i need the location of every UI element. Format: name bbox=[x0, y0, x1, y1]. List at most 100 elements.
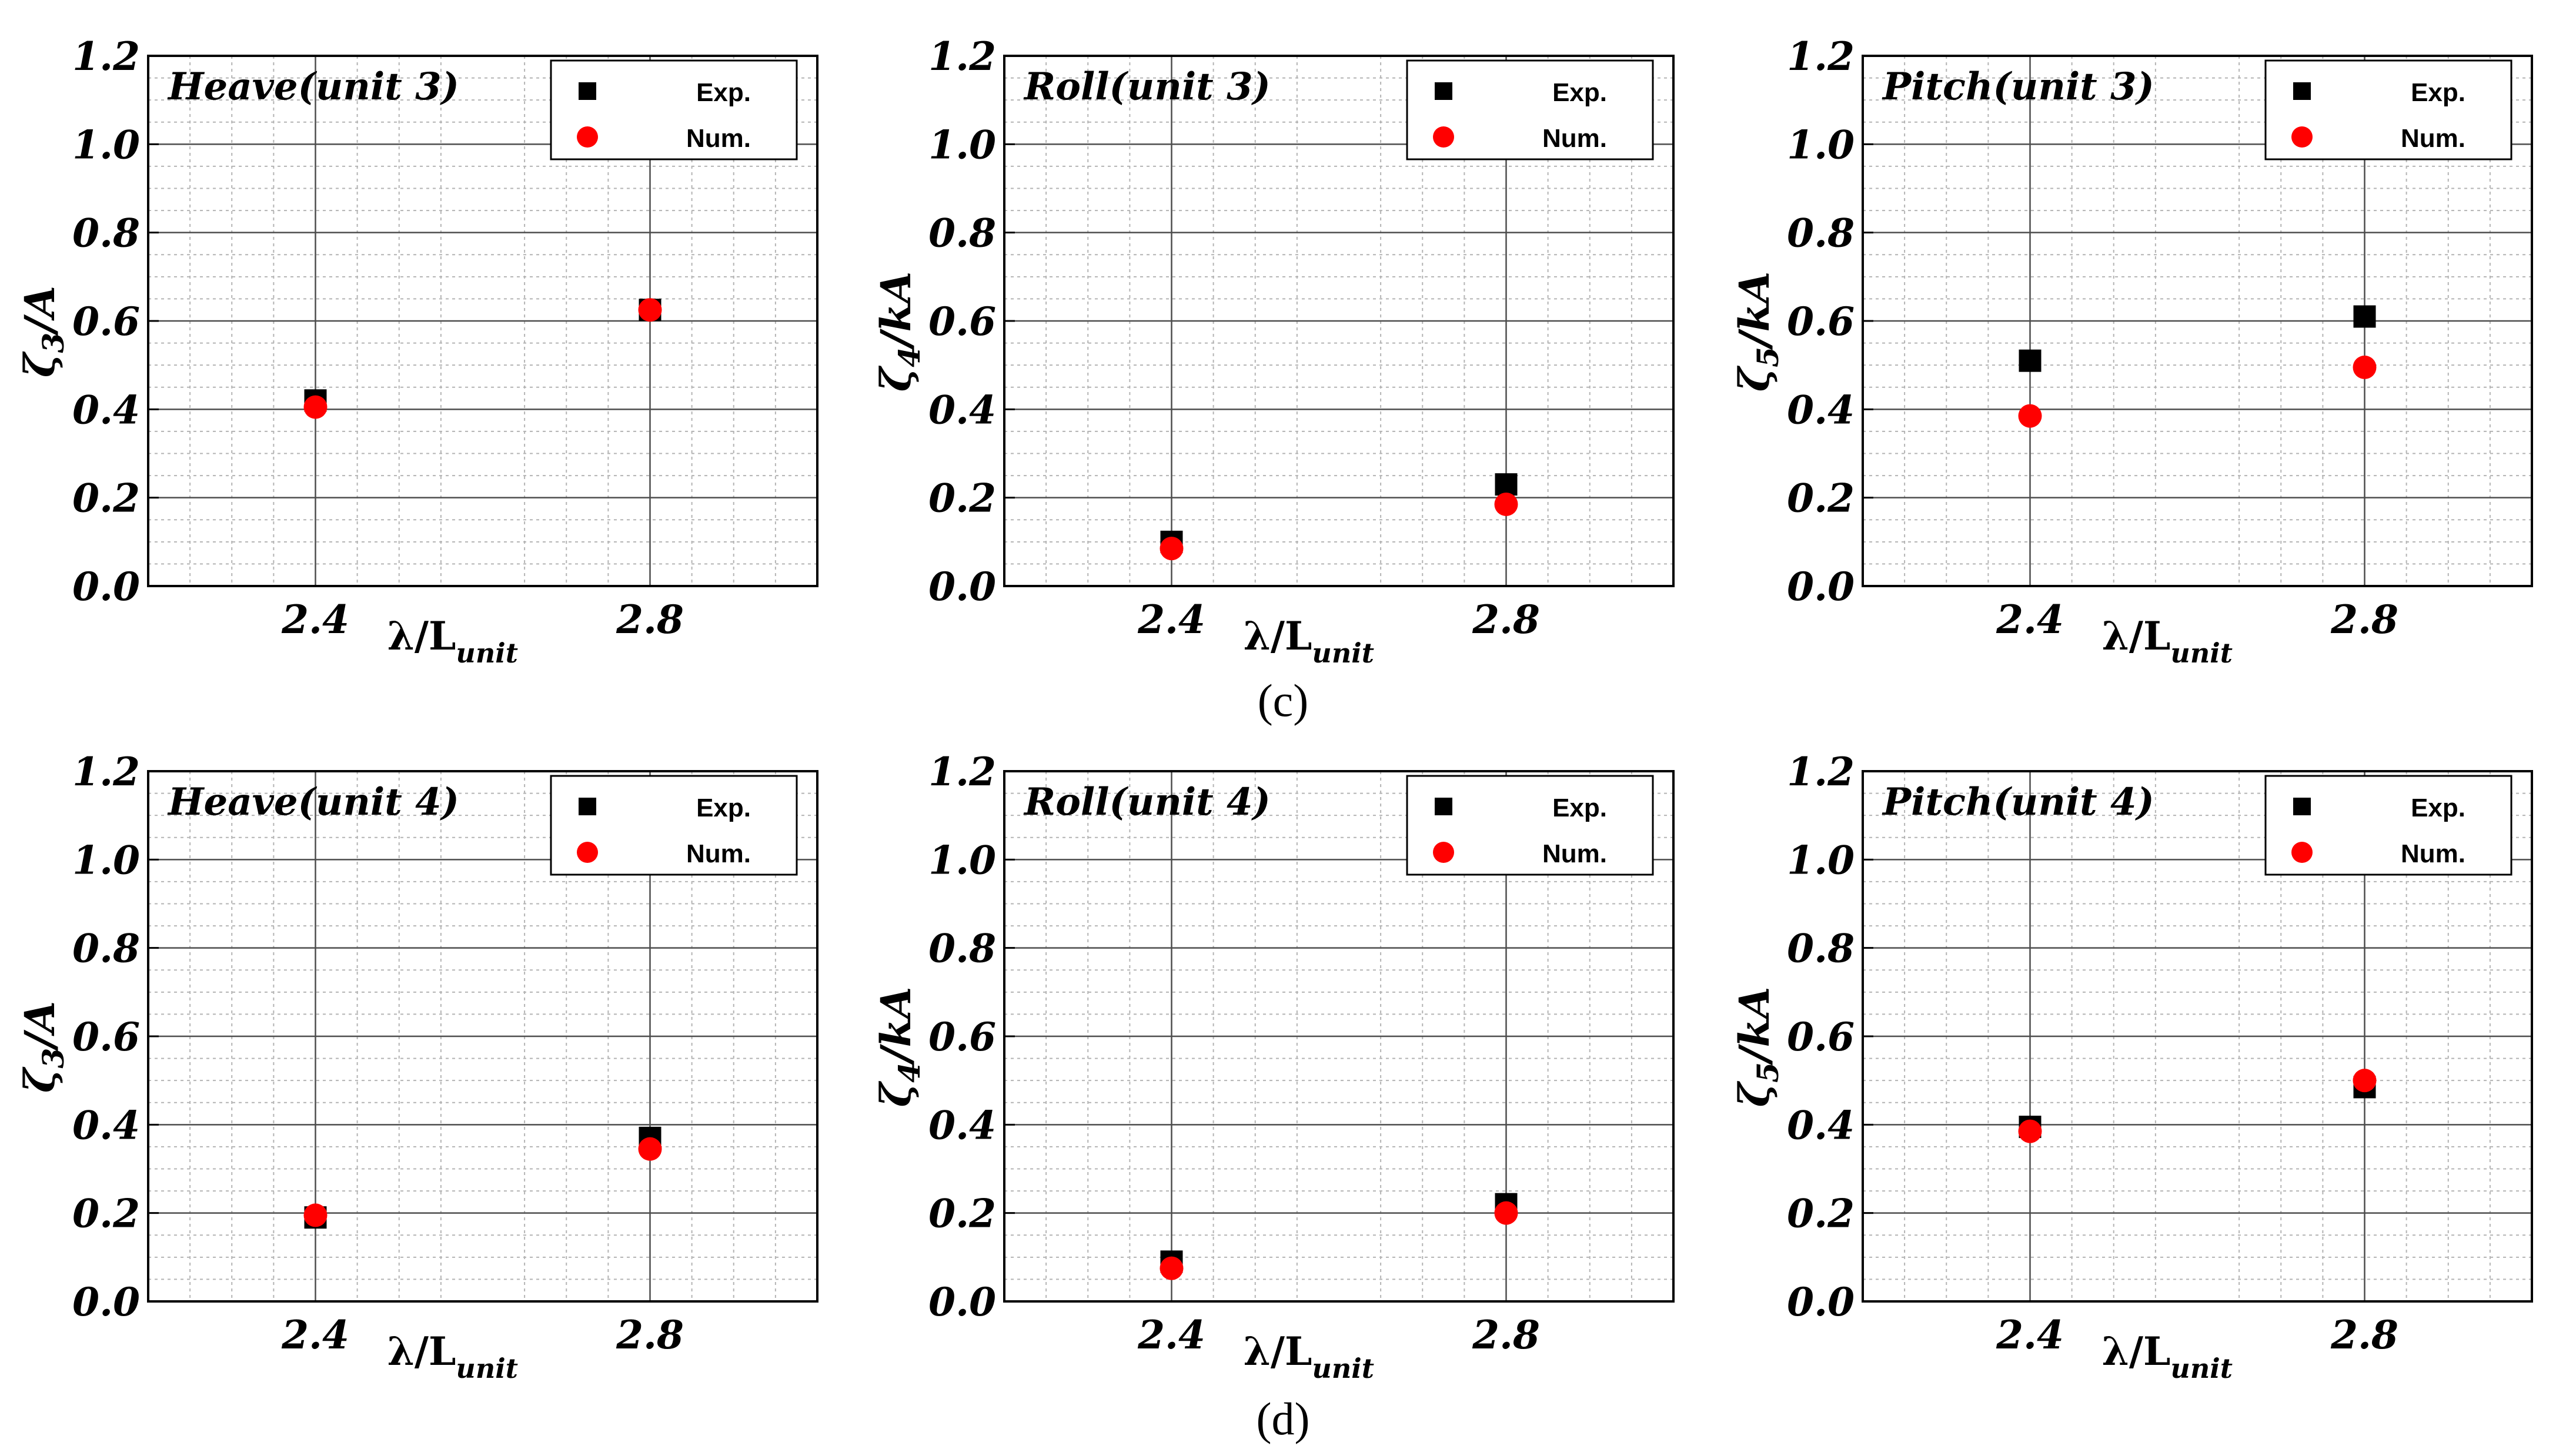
legend: Exp. Num. bbox=[550, 775, 798, 876]
chart-title: Roll(unit 4) bbox=[1023, 780, 1271, 824]
legend-label: Num. bbox=[1542, 124, 1607, 153]
x-tick-label: 2.4 bbox=[281, 597, 349, 642]
chart-title: Heave(unit 3) bbox=[167, 65, 459, 109]
y-tick-label: 1.0 bbox=[1787, 122, 1855, 168]
y-tick-label: 0.0 bbox=[1787, 564, 1855, 610]
data-point-num bbox=[2353, 1069, 2377, 1093]
data-point-num bbox=[1160, 537, 1184, 561]
legend-marker-num bbox=[1433, 842, 1454, 863]
y-axis-label-rest: /kA bbox=[1730, 272, 1779, 350]
data-point-num bbox=[2018, 404, 2042, 428]
legend-label: Exp. bbox=[1552, 794, 1607, 822]
y-tick-label: 0.0 bbox=[928, 564, 996, 610]
legend-marker-num bbox=[2291, 842, 2313, 863]
x-axis-label-main: λ/L bbox=[2102, 1328, 2171, 1374]
legend-label: Exp. bbox=[2411, 78, 2465, 107]
y-tick-label: 0.6 bbox=[1787, 1014, 1855, 1060]
y-tick-label: 1.0 bbox=[1787, 837, 1855, 883]
y-axis-label-subscript: 4 bbox=[892, 347, 927, 367]
y-tick-label: 1.2 bbox=[72, 749, 140, 795]
legend-label: Num. bbox=[2401, 839, 2465, 868]
data-point-num bbox=[638, 1137, 662, 1161]
y-tick-label: 0.0 bbox=[72, 1279, 140, 1325]
y-tick-label: 1.0 bbox=[72, 122, 140, 168]
y-tick-label: 0.6 bbox=[1787, 299, 1855, 344]
y-tick-label: 0.4 bbox=[1787, 1102, 1855, 1148]
y-axis-label-subscript: 4 bbox=[892, 1062, 927, 1083]
y-axis-label-symbol: ζ bbox=[15, 351, 64, 377]
y-axis-label-subscript: 5 bbox=[1750, 1062, 1785, 1083]
data-point-num bbox=[2353, 355, 2377, 379]
x-axis-label: λ/Lunit bbox=[387, 613, 518, 669]
y-tick-label: 1.2 bbox=[928, 749, 996, 795]
legend-label: Num. bbox=[1542, 839, 1607, 868]
x-tick-label: 2.8 bbox=[616, 597, 684, 642]
y-tick-label: 0.8 bbox=[72, 926, 140, 972]
legend-label: Num. bbox=[2401, 124, 2465, 153]
legend-marker-num bbox=[577, 126, 598, 148]
x-axis-label-subscript: unit bbox=[456, 637, 518, 669]
x-axis-label-main: λ/L bbox=[1244, 1328, 1312, 1374]
x-axis-label: λ/Lunit bbox=[1244, 613, 1374, 669]
y-tick-label: 1.2 bbox=[72, 34, 140, 79]
y-axis-label-symbol: ζ bbox=[15, 1066, 64, 1093]
x-axis-label: λ/Lunit bbox=[1244, 1328, 1374, 1384]
y-tick-label: 0.8 bbox=[928, 926, 996, 972]
x-axis-label-main: λ/L bbox=[2102, 613, 2171, 659]
y-tick-label: 1.2 bbox=[928, 34, 996, 79]
y-axis-label-symbol: ζ bbox=[1730, 365, 1779, 391]
y-tick-label: 0.4 bbox=[1787, 387, 1855, 433]
x-tick-label: 2.8 bbox=[1472, 597, 1540, 642]
y-tick-label: 1.0 bbox=[928, 837, 996, 883]
legend-label: Exp. bbox=[696, 794, 751, 822]
y-axis-label-rest: /kA bbox=[871, 272, 920, 350]
y-axis-label-rest: /kA bbox=[871, 987, 920, 1066]
y-tick-label: 0.2 bbox=[928, 1191, 996, 1237]
y-axis-label-rest: /A bbox=[15, 286, 64, 336]
major-grid bbox=[1004, 771, 1673, 1301]
legend-marker-num bbox=[2291, 126, 2313, 148]
data-point-num bbox=[638, 298, 662, 322]
y-tick-label: 0.2 bbox=[72, 476, 140, 521]
y-tick-label: 0.0 bbox=[1787, 1279, 1855, 1325]
y-tick-label: 0.8 bbox=[72, 210, 140, 256]
y-axis-label-symbol: ζ bbox=[1730, 1080, 1779, 1107]
legend-marker-exp bbox=[2293, 82, 2311, 100]
y-axis-label-symbol: ζ bbox=[871, 365, 920, 391]
x-tick-label: 2.8 bbox=[1472, 1312, 1540, 1358]
data-point-exp bbox=[2353, 305, 2376, 328]
chart-title: Pitch(unit 4) bbox=[1882, 780, 2154, 824]
y-tick-label: 0.4 bbox=[72, 1102, 140, 1148]
y-tick-label: 0.4 bbox=[928, 1102, 996, 1148]
x-axis-label: λ/Lunit bbox=[387, 1328, 518, 1384]
y-tick-label: 0.2 bbox=[1787, 476, 1855, 521]
data-point-num bbox=[303, 1203, 328, 1227]
y-axis-label-subscript: 3 bbox=[36, 333, 71, 353]
legend: Exp. Num. bbox=[1406, 775, 1654, 876]
data-point-num bbox=[303, 395, 328, 419]
y-tick-label: 0.8 bbox=[1787, 210, 1855, 256]
x-axis-label-main: λ/L bbox=[1244, 613, 1312, 659]
data-point-num bbox=[1160, 1256, 1184, 1280]
y-tick-label: 0.0 bbox=[928, 1279, 996, 1325]
x-axis-label-subscript: unit bbox=[1312, 1353, 1374, 1384]
data-point-exp bbox=[1495, 473, 1518, 496]
y-tick-label: 0.6 bbox=[72, 299, 140, 344]
data-point-exp bbox=[2019, 349, 2042, 372]
y-tick-label: 0.0 bbox=[72, 564, 140, 610]
legend-label: Exp. bbox=[696, 78, 751, 107]
chart-panel: 0.0 0.2 0.4 0.6 0.8 1.0 1.2 2.4 2.8 Pitch(unit 4)… bbox=[1730, 749, 2533, 1384]
y-tick-label: 1.0 bbox=[928, 122, 996, 168]
data-point-num bbox=[1494, 1201, 1518, 1225]
legend: Exp. Num. bbox=[2264, 775, 2512, 876]
x-tick-label: 2.8 bbox=[616, 1312, 684, 1358]
y-tick-label: 0.6 bbox=[72, 1014, 140, 1060]
y-axis-label: ζ5/kA bbox=[1730, 272, 1785, 392]
y-tick-label: 0.6 bbox=[928, 299, 996, 344]
chart-panel: 0.0 0.2 0.4 0.6 0.8 1.0 1.2 2.4 2.8 Heave(unit 3)… bbox=[15, 34, 818, 669]
legend: Exp. Num. bbox=[550, 59, 798, 160]
x-tick-label: 2.4 bbox=[1996, 597, 2064, 642]
chart-title: Pitch(unit 3) bbox=[1882, 65, 2154, 109]
y-axis-label: ζ5/kA bbox=[1730, 987, 1785, 1107]
chart-panel: 0.0 0.2 0.4 0.6 0.8 1.0 1.2 2.4 2.8 Pitch(unit 3)… bbox=[1730, 34, 2533, 669]
